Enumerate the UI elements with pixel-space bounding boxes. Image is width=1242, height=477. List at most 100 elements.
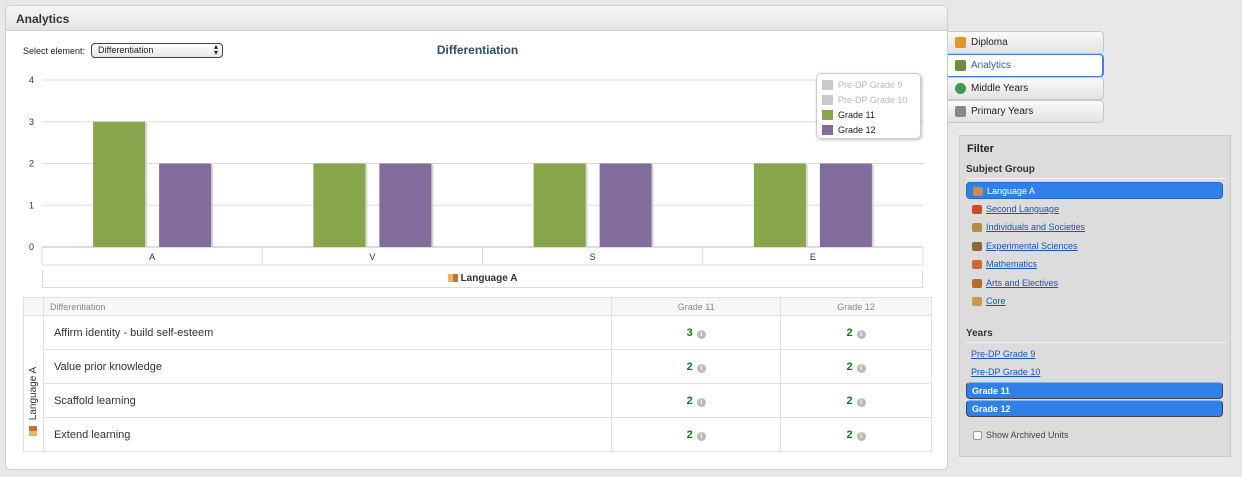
score-value: 2 (686, 360, 693, 373)
select-element-value: Differentiation (98, 45, 154, 55)
x-tick-label: V (369, 252, 375, 262)
table-row: Extend learning 2 i 2 i (24, 417, 932, 452)
column-header-differentiation: Differentiation (42, 297, 613, 316)
score-value: 2 (846, 394, 853, 407)
info-icon[interactable]: i (856, 431, 866, 441)
select-element-dropdown[interactable]: Differentiation ▴ ▾ (91, 43, 223, 58)
legend-label: Pre-DP Grade 10 (838, 94, 908, 105)
chart-group-caption: Language A (42, 270, 923, 288)
bar-grade-12 (599, 163, 652, 247)
bar-grade-12 (379, 163, 432, 247)
subject-group-label: Arts and Electives (986, 277, 1059, 288)
subject-group-label: Mathematics (986, 259, 1038, 269)
subject-group-label: Second Language (986, 203, 1060, 214)
info-icon[interactable]: i (856, 329, 866, 339)
show-archived-checkbox[interactable] (973, 430, 982, 440)
subject-group-label: Experimental Sciences (986, 240, 1078, 251)
book-icon (447, 274, 458, 282)
subject-group-item[interactable]: Language A (966, 182, 1223, 199)
tab-middle-years[interactable]: Middle Years (948, 77, 1104, 100)
tab-diploma[interactable]: Diploma (948, 31, 1104, 54)
bar-grade-12 (819, 163, 872, 247)
subject-group-item[interactable]: Experimental Sciences (966, 238, 1223, 255)
year-item[interactable]: Pre-DP Grade 9 (971, 349, 1036, 359)
info-icon[interactable]: i (696, 329, 706, 339)
divider (966, 342, 1226, 343)
info-icon[interactable]: i (696, 431, 706, 441)
x-tick-label: E (810, 252, 816, 262)
subject-group-item[interactable]: Mathematics (966, 256, 1223, 273)
subject-group-heading: Subject Group (966, 164, 1035, 175)
years-heading: Years (966, 328, 993, 339)
y-tick-label: 3 (29, 117, 34, 127)
legend-item[interactable]: Pre-DP Grade 10 (822, 92, 920, 107)
score-value: 2 (686, 394, 693, 407)
info-icon[interactable]: i (696, 363, 706, 373)
legend-item[interactable]: Grade 11 (822, 107, 920, 122)
bar-chart: 0 1 2 3 4 A V S E (29, 75, 924, 266)
info-icon[interactable]: i (856, 363, 866, 373)
chart-title: Differentiation (436, 43, 519, 57)
table-row: Value prior knowledge 2 i 2 i (24, 349, 932, 384)
row-group-label: Language A (28, 366, 39, 421)
tab-analytics[interactable]: Analytics (948, 54, 1104, 77)
subject-group-item[interactable]: Arts and Electives (966, 275, 1223, 292)
column-header-grade-12: Grade 12 (780, 297, 932, 316)
tab-label: Diploma (971, 37, 1008, 48)
show-archived-label: Show Archived Units (986, 430, 1069, 440)
y-tick-label: 4 (29, 75, 34, 85)
column-header-grade-11: Grade 11 (611, 297, 782, 316)
subject-group-item[interactable]: Individuals and Societies (966, 219, 1223, 236)
score-value: 2 (686, 428, 693, 441)
year-item[interactable]: Grade 11 (966, 382, 1223, 399)
tab-label: Primary Years (971, 106, 1034, 117)
microscope-icon (972, 241, 982, 251)
differentiation-table: Differentiation Grade 11 Grade 12 Langua… (23, 297, 932, 452)
legend-item[interactable]: Grade 12 (822, 122, 920, 137)
year-item[interactable]: Pre-DP Grade 10 (971, 367, 1041, 377)
filter-panel: Filter Subject Group Language A Second La… (959, 135, 1231, 457)
chart-legend: Pre-DP Grade 9 Pre-DP Grade 10 Grade 11 Gra… (816, 73, 921, 139)
legend-swatch (822, 124, 833, 135)
subject-group-item[interactable]: Core (966, 293, 1223, 310)
bar-grade-11 (313, 163, 366, 247)
bar-grade-12 (159, 163, 212, 247)
score-value: 3 (686, 326, 693, 339)
diploma-icon (955, 37, 966, 48)
select-element-label: Select element: (23, 46, 86, 56)
x-tick-label: A (149, 252, 155, 262)
figure-icon (972, 297, 982, 306)
year-item[interactable]: Grade 12 (966, 400, 1223, 417)
info-icon[interactable]: i (856, 397, 866, 407)
legend-swatch (822, 94, 833, 105)
legend-swatch (822, 79, 833, 90)
legend-swatch (822, 109, 833, 120)
show-archived-toggle[interactable]: Show Archived Units (973, 430, 1069, 440)
info-icon[interactable]: i (696, 397, 706, 407)
y-tick-label: 0 (29, 242, 34, 252)
y-tick-label: 1 (29, 200, 34, 210)
book-icon (973, 187, 983, 196)
legend-item[interactable]: Pre-DP Grade 9 (822, 77, 920, 92)
legend-label: Grade 11 (838, 109, 875, 120)
score-value: 2 (846, 326, 853, 339)
score-value: 2 (846, 360, 853, 373)
bar-grade-11 (753, 163, 806, 247)
analytics-icon (955, 60, 966, 71)
score-value: 2 (846, 428, 853, 441)
person-icon (955, 106, 966, 117)
book-icon (29, 426, 37, 436)
globe-icon (955, 83, 966, 94)
analytics-panel: Analytics Select element: Differentiatio… (5, 5, 948, 470)
chart-group-label: Language A (460, 273, 518, 284)
subject-group-item[interactable]: Second Language (966, 201, 1223, 218)
tab-label: Middle Years (971, 83, 1029, 94)
legend-label: Grade 12 (838, 124, 876, 135)
tab-primary-years[interactable]: Primary Years (948, 100, 1104, 123)
